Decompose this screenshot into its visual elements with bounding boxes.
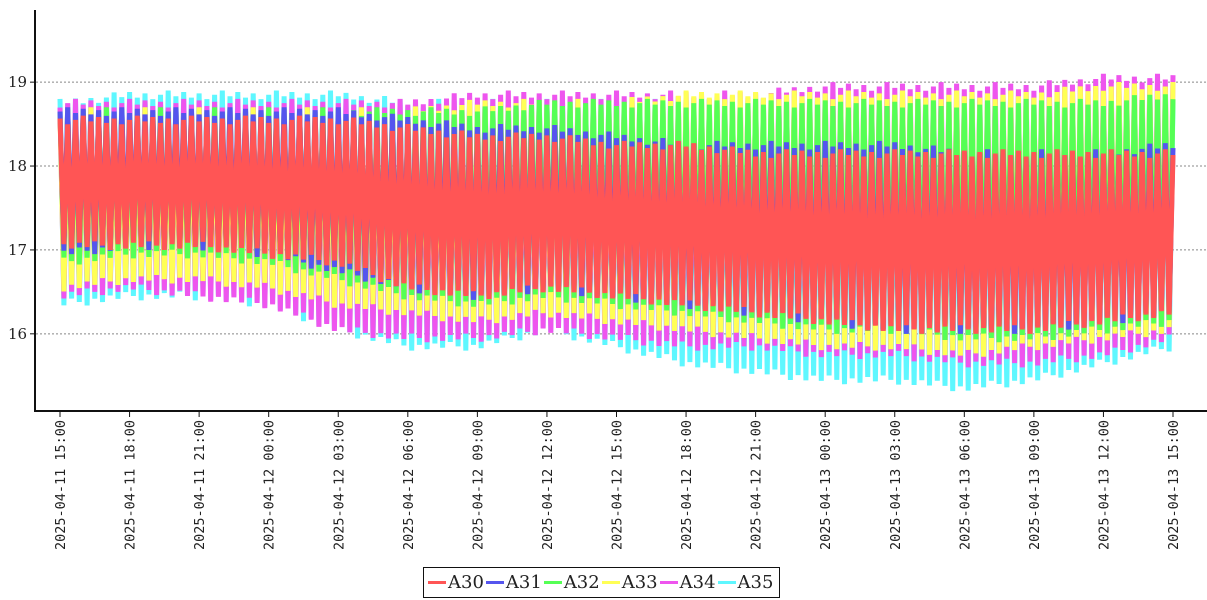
y-tick-label: 19 — [8, 73, 27, 91]
y-tick-labels: 16 17 18 19 — [8, 73, 35, 343]
legend-swatch — [485, 581, 504, 584]
legend-swatch — [601, 581, 620, 584]
x-tick-label: 2025-04-12 09:00 — [470, 420, 486, 550]
series-line-a30 — [57, 115, 1176, 334]
x-tick-label: 2025-04-13 06:00 — [957, 420, 973, 550]
chart: 16 17 18 19 2025-04-11 15:00 2025-04-11 18:0… — [8, 10, 1207, 550]
x-tick-label: 2025-04-12 00:00 — [262, 420, 278, 550]
legend-swatch — [659, 581, 678, 584]
x-tick-label: 2025-04-12 06:00 — [401, 420, 417, 550]
x-tick-label: 2025-04-11 15:00 — [53, 420, 69, 550]
legend-swatch — [717, 581, 736, 584]
legend-item-a35: A35 — [717, 572, 774, 593]
legend-item-a31: A31 — [485, 572, 542, 593]
legend-label: A35 — [737, 572, 774, 593]
x-tick-label: 2025-04-12 15:00 — [610, 420, 626, 550]
x-tick-labels: 2025-04-11 15:00 2025-04-11 18:00 2025-04-… — [53, 411, 1182, 550]
legend-label: A30 — [448, 572, 484, 593]
series-line-a34 — [57, 73, 1176, 368]
y-tick-label: 16 — [8, 325, 27, 343]
x-tick-label: 2025-04-12 03:00 — [331, 420, 347, 550]
legend-item-a32: A32 — [543, 572, 600, 593]
x-tick-label: 2025-04-13 15:00 — [1166, 420, 1182, 550]
legend-item-a34: A34 — [659, 572, 716, 593]
legend-item-a33: A33 — [601, 572, 658, 593]
x-tick-label: 2025-04-12 21:00 — [749, 420, 765, 550]
legend-swatch — [428, 581, 446, 584]
x-tick-label: 2025-04-13 09:00 — [1027, 420, 1043, 550]
series-line-a31 — [57, 107, 1176, 334]
x-tick-label: 2025-04-13 03:00 — [888, 420, 904, 550]
x-tick-label: 2025-04-11 18:00 — [123, 420, 139, 550]
y-tick-label: 18 — [8, 157, 27, 175]
x-tick-label: 2025-04-11 21:00 — [192, 420, 208, 550]
legend-item-a30: A30 — [428, 572, 484, 593]
x-tick-label: 2025-04-12 18:00 — [679, 420, 695, 550]
legend: A30 A31 A32 A33 A34 A35 — [423, 567, 781, 598]
x-tick-label: 2025-04-13 12:00 — [1096, 420, 1112, 550]
legend-label: A32 — [563, 572, 600, 593]
y-tick-label: 17 — [8, 241, 27, 259]
plot-area — [57, 73, 1176, 392]
legend-label: A34 — [679, 572, 716, 593]
x-tick-label: 2025-04-12 12:00 — [540, 420, 556, 550]
legend-swatch — [543, 581, 562, 584]
legend-label: A31 — [505, 572, 542, 593]
x-tick-label: 2025-04-13 00:00 — [818, 420, 834, 550]
legend-label: A33 — [621, 572, 658, 593]
